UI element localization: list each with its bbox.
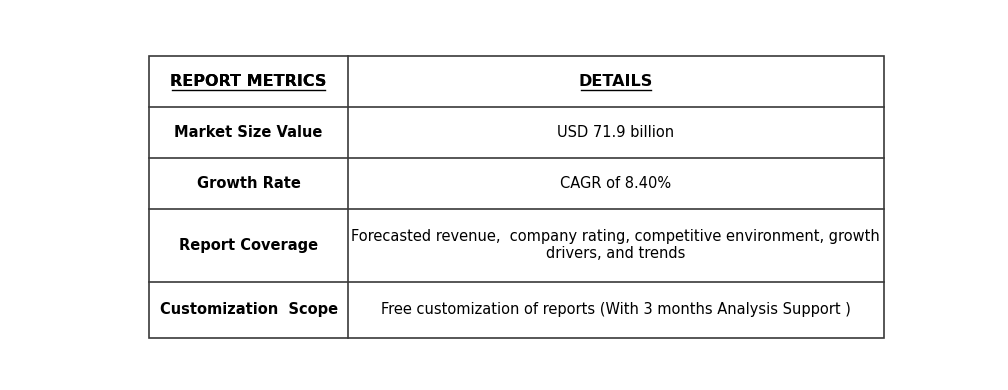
Text: CAGR of 8.40%: CAGR of 8.40% (560, 176, 671, 191)
Text: DETAILS: DETAILS (579, 74, 653, 89)
Text: REPORT METRICS: REPORT METRICS (170, 74, 327, 89)
Text: Growth Rate: Growth Rate (197, 176, 300, 191)
Text: Free customization of reports (With 3 months Analysis Support ): Free customization of reports (With 3 mo… (381, 302, 851, 317)
Text: REPORT METRICS: REPORT METRICS (170, 74, 327, 89)
Text: Customization  Scope: Customization Scope (159, 302, 338, 317)
Text: Report Coverage: Report Coverage (179, 238, 319, 253)
Text: Forecasted revenue,  company rating, competitive environment, growth
drivers, an: Forecasted revenue, company rating, comp… (352, 229, 880, 261)
Text: USD 71.9 billion: USD 71.9 billion (557, 125, 674, 140)
Text: Market Size Value: Market Size Value (174, 125, 323, 140)
